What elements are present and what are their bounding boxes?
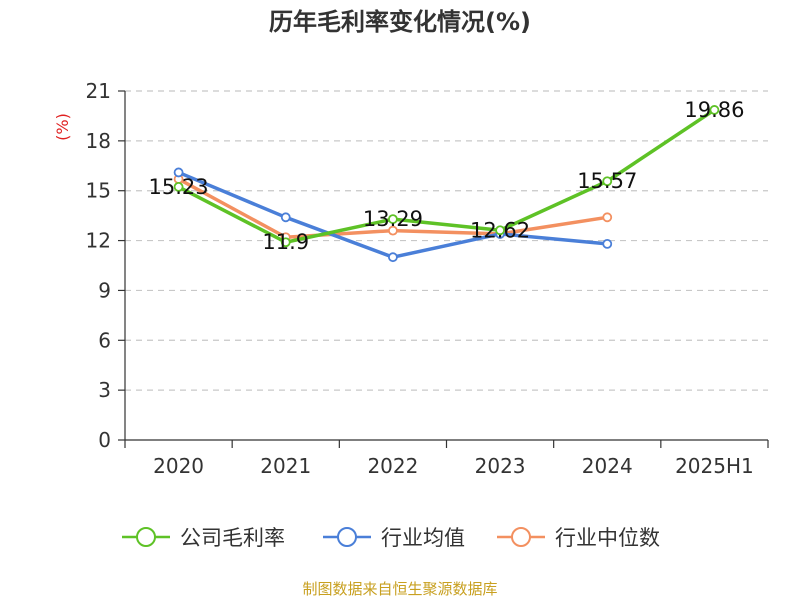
- data-point: [709, 105, 720, 115]
- x-tick-label: 2021: [260, 454, 311, 478]
- grid-lines: [125, 90, 768, 391]
- x-tick-label: 2022: [367, 454, 418, 478]
- axes: 0 3 6 9 12 15 18 21 2020 2021 2022 2023 2024 2025H1: [86, 79, 769, 478]
- y-tick-label: 3: [98, 378, 111, 402]
- legend-marker: [337, 527, 357, 547]
- legend-label: 行业中位数: [555, 526, 660, 550]
- y-axis-label: (%): [53, 113, 72, 141]
- legend-label: 公司毛利率: [180, 526, 285, 550]
- data-label: 11.9: [262, 230, 309, 254]
- data-point: [602, 212, 613, 223]
- data-label: 12.62: [470, 218, 530, 242]
- legend-label: 行业均值: [381, 526, 465, 550]
- data-point: [388, 252, 398, 263]
- data-label: 15.57: [577, 169, 637, 193]
- y-tick-label: 15: [86, 179, 111, 203]
- x-tick-label: 2025H1: [675, 454, 754, 478]
- data-point: [602, 176, 613, 187]
- data-point: [388, 225, 398, 236]
- chart-title: 历年毛利率变化情况(%): [269, 8, 531, 36]
- data-point: [388, 214, 398, 225]
- x-tick-label: 2023: [475, 454, 526, 478]
- data-point: [173, 181, 184, 192]
- data-label: 13.29: [363, 207, 423, 231]
- x-tick-label: 2020: [153, 454, 204, 478]
- data-point: [280, 212, 291, 223]
- series-layer: [173, 105, 720, 263]
- data-labels: 15.23 11.9 13.29 12.62 15.57 19.86: [149, 98, 745, 254]
- y-tick-label: 21: [86, 79, 111, 103]
- data-point: [280, 237, 291, 248]
- y-tick-label: 12: [86, 229, 111, 253]
- data-point: [602, 238, 613, 249]
- data-label: 15.23: [149, 175, 209, 199]
- y-tick-label: 18: [86, 129, 111, 153]
- source-footer: 制图数据来自恒生聚源数据库: [302, 580, 498, 598]
- legend-marker: [511, 527, 531, 547]
- data-point: [495, 225, 505, 236]
- y-tick-label: 6: [98, 328, 111, 352]
- data-label: 19.86: [684, 98, 744, 122]
- x-tick-label: 2024: [582, 454, 633, 478]
- y-tick-label: 0: [98, 428, 111, 452]
- y-tick-label: 9: [98, 278, 111, 302]
- legend-marker: [136, 527, 156, 547]
- data-point: [173, 167, 184, 178]
- legend: 公司毛利率 行业均值 行业中位数: [122, 526, 660, 550]
- series-line: [177, 108, 716, 244]
